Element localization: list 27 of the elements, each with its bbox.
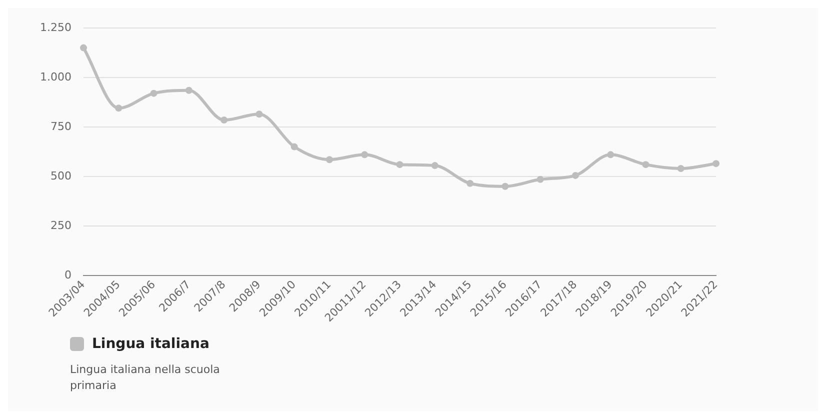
point bbox=[185, 86, 192, 94]
point bbox=[712, 160, 720, 168]
legend-label: Lingua italiana bbox=[92, 336, 210, 352]
text: Lingua italiana nella scuola primaria bbox=[70, 362, 221, 394]
point bbox=[326, 156, 333, 164]
point bbox=[150, 90, 158, 97]
y-tick-label: 250 bbox=[50, 218, 72, 232]
point bbox=[677, 165, 684, 172]
point bbox=[572, 172, 579, 179]
point bbox=[396, 161, 404, 168]
point bbox=[290, 143, 298, 150]
point bbox=[431, 162, 438, 170]
point bbox=[361, 151, 368, 158]
y-tick-label: 1.250 bbox=[40, 20, 72, 34]
point bbox=[220, 116, 228, 124]
point bbox=[256, 110, 263, 118]
point bbox=[466, 180, 474, 187]
point bbox=[536, 176, 544, 183]
y-tick-label: 500 bbox=[50, 169, 72, 182]
point bbox=[115, 104, 122, 112]
point bbox=[502, 182, 509, 190]
point bbox=[607, 151, 614, 158]
point bbox=[642, 161, 650, 168]
point bbox=[80, 44, 87, 52]
y-tick-label: 750 bbox=[50, 120, 72, 133]
y-tick-label: 1.000 bbox=[40, 70, 72, 84]
y-tick-label: 0 bbox=[64, 268, 72, 282]
